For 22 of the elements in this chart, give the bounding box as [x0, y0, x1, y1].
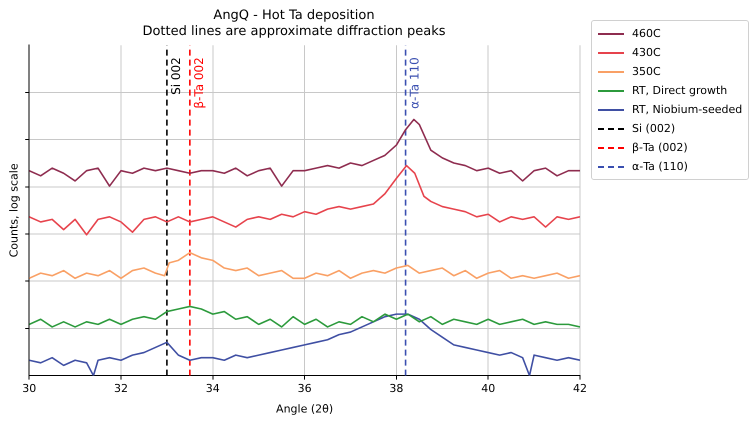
x-tick-label: 34 [206, 382, 220, 396]
text: α-Ta (110) [632, 160, 688, 173]
ref-line-label: α-Ta 110 [408, 57, 422, 109]
x-tick-label: 32 [114, 382, 128, 396]
legend-label: RT, Direct growth [632, 84, 728, 97]
legend-label: 430C [632, 46, 661, 59]
text: Si (002) [632, 122, 676, 135]
x-tick-label: 38 [389, 382, 404, 396]
x-axis-title: Angle (2θ) [276, 402, 334, 416]
legend-label: RT, Niobium-seeded [632, 103, 742, 116]
ref-line-label: β-Ta 002 [192, 57, 206, 109]
text: β-Ta (002) [632, 141, 688, 154]
legend-label: 350C [632, 65, 661, 78]
legend-label: 460C [632, 27, 661, 40]
ref-line-label: Si 002 [169, 57, 184, 95]
chart-title: AngQ - Hot Ta deposition [213, 8, 375, 24]
y-axis-title: Counts, log scale [7, 163, 20, 258]
x-tick-label: 36 [298, 382, 312, 396]
x-tick-label: 30 [22, 382, 36, 396]
x-tick-label: 42 [573, 382, 587, 396]
x-tick-label: 40 [481, 382, 496, 396]
chart-subtitle: Dotted lines are approximate diffraction peaks [142, 24, 446, 39]
